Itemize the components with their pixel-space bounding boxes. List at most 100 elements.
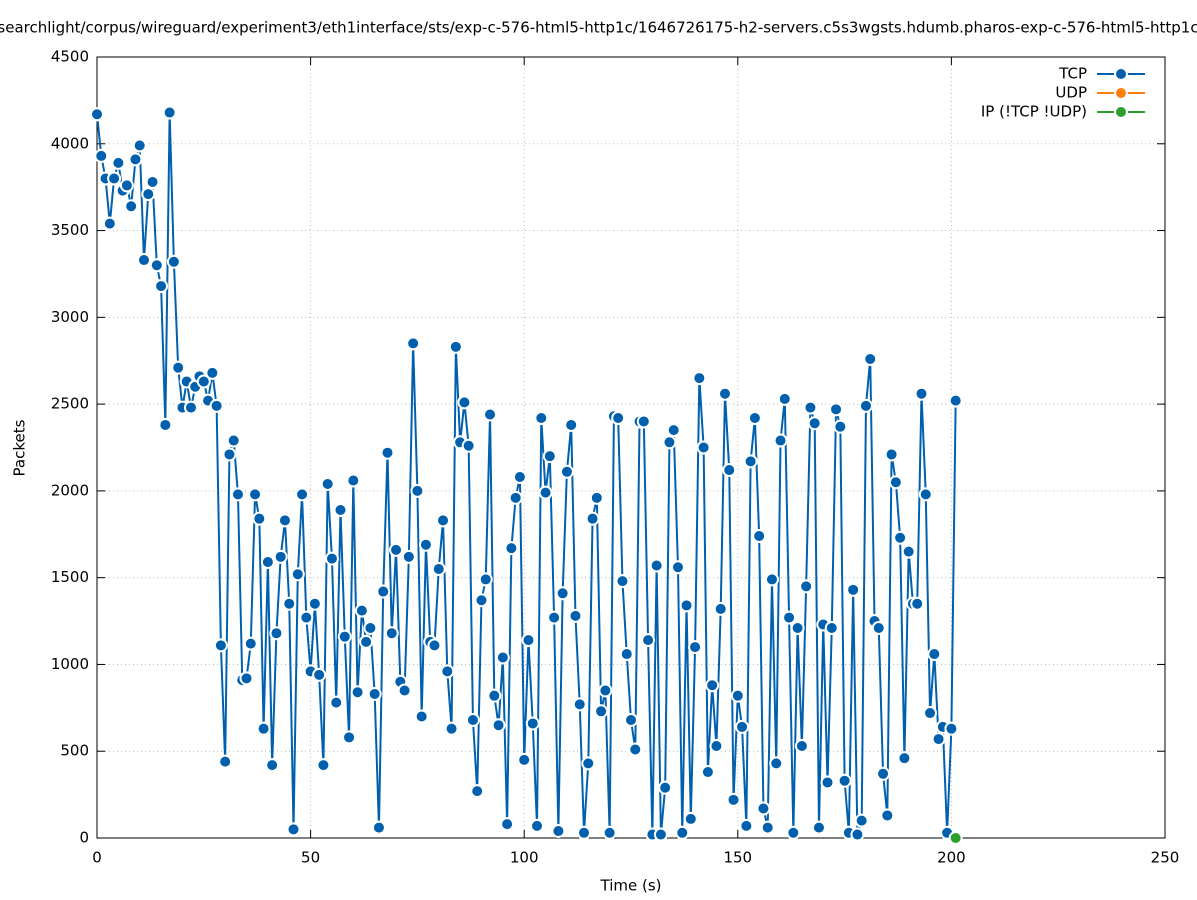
- data-point: [594, 704, 609, 719]
- data-point: [538, 485, 553, 500]
- data-point: [243, 636, 258, 651]
- y-axis-label: Packets: [11, 419, 29, 476]
- data-point: [448, 339, 463, 354]
- x-tick-label: 100: [510, 849, 539, 867]
- data-point: [833, 419, 848, 434]
- data-point: [568, 608, 583, 623]
- data-point: [380, 445, 395, 460]
- data-point: [427, 638, 442, 653]
- data-point: [406, 336, 421, 351]
- data-point: [239, 671, 254, 686]
- legend-label: TCP: [1058, 65, 1087, 83]
- data-point: [324, 551, 339, 566]
- data-point: [282, 596, 297, 611]
- data-point: [260, 555, 275, 570]
- data-point: [923, 706, 938, 721]
- data-point: [226, 433, 241, 448]
- data-point: [662, 435, 677, 450]
- data-point: [183, 400, 198, 415]
- data-point: [248, 487, 263, 502]
- data-point: [696, 440, 711, 455]
- data-point: [901, 544, 916, 559]
- data-point: [371, 820, 386, 835]
- data-point: [850, 827, 865, 842]
- data-point: [807, 416, 822, 431]
- data-point: [525, 716, 540, 731]
- data-point: [811, 820, 826, 835]
- y-tick-label: 2000: [51, 481, 89, 499]
- data-point: [158, 417, 173, 432]
- data-point: [756, 801, 771, 816]
- data-point: [410, 483, 425, 498]
- data-point: [111, 155, 126, 170]
- data-point: [653, 827, 668, 842]
- data-point: [559, 464, 574, 479]
- data-point: [534, 410, 549, 425]
- data-point: [367, 686, 382, 701]
- data-point: [551, 824, 566, 839]
- data-point: [735, 719, 750, 734]
- data-point: [350, 685, 365, 700]
- data-point: [688, 640, 703, 655]
- x-tick-label: 50: [301, 849, 320, 867]
- data-point: [589, 490, 604, 505]
- data-point: [354, 603, 369, 618]
- data-point: [132, 138, 147, 153]
- data-point: [414, 709, 429, 724]
- data-point: [794, 739, 809, 754]
- data-point: [444, 721, 459, 736]
- data-point: [295, 487, 310, 502]
- data-point: [436, 513, 451, 528]
- data-point: [777, 391, 792, 406]
- data-point: [230, 487, 245, 502]
- data-point: [683, 811, 698, 826]
- y-tick-label: 3500: [51, 221, 89, 239]
- data-point: [196, 374, 211, 389]
- legend-marker: [1114, 105, 1128, 119]
- data-point: [418, 537, 433, 552]
- data-point: [743, 454, 758, 469]
- data-point: [252, 511, 267, 526]
- data-point: [747, 410, 762, 425]
- data-point: [876, 766, 891, 781]
- data-point: [739, 818, 754, 833]
- data-point: [90, 107, 104, 122]
- data-point: [171, 360, 186, 375]
- data-point: [542, 449, 557, 464]
- data-point: [829, 402, 844, 417]
- data-point: [679, 598, 694, 613]
- data-point: [209, 398, 224, 413]
- data-point: [213, 638, 228, 653]
- data-point: [888, 475, 903, 490]
- data-point: [700, 765, 715, 780]
- data-point: [581, 756, 596, 771]
- data-point: [389, 542, 404, 557]
- data-point: [730, 688, 745, 703]
- data-point: [299, 610, 314, 625]
- x-axis-label: Time (s): [600, 877, 662, 895]
- y-tick-label: 2500: [51, 395, 89, 413]
- data-point: [205, 365, 220, 380]
- data-point: [649, 558, 664, 573]
- data-point: [577, 825, 592, 840]
- legend-marker: [1114, 67, 1128, 81]
- plot-frame: [96, 56, 1166, 839]
- data-point: [94, 148, 109, 163]
- data-point: [333, 502, 348, 517]
- data-point: [273, 549, 288, 564]
- data-point: [320, 476, 335, 491]
- data-point: [495, 650, 510, 665]
- data-point: [277, 513, 292, 528]
- data-point: [512, 470, 527, 485]
- data-point: [628, 742, 643, 757]
- x-tick-label: 0: [92, 849, 102, 867]
- data-point: [786, 825, 801, 840]
- data-point: [918, 487, 933, 502]
- data-point: [726, 792, 741, 807]
- data-point: [465, 712, 480, 727]
- chart-title: searchlight/corpus/wireguard/experiment3…: [0, 19, 1197, 37]
- data-point: [944, 721, 959, 736]
- data-point: [927, 647, 942, 662]
- data-point: [636, 414, 651, 429]
